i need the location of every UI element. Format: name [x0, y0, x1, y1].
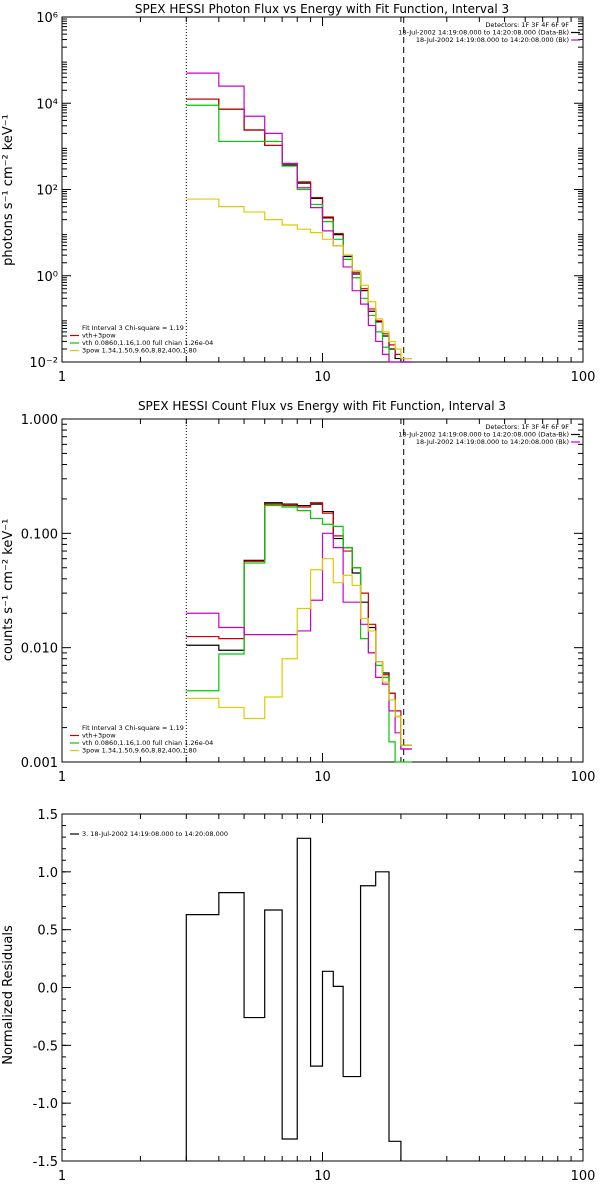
y-tick-label: 1.5 [37, 808, 58, 823]
legend-text: Fit Interval 3 Chi-square = 1.19 [82, 724, 184, 732]
y-tick-label: 0.100 [21, 527, 58, 542]
x-tick-label: 1 [58, 370, 66, 385]
legend-text: vth 0.0860,1.16,1.00 full chian 1.26e-04 [82, 339, 213, 347]
y-tick-label: -1.0 [33, 1097, 58, 1112]
y-tick-label: 1.000 [21, 413, 58, 428]
x-tick-label: 10 [314, 1169, 331, 1184]
series-line [185, 837, 402, 1161]
legend-text: vth 0.0860,1.16,1.00 full chian 1.26e-04 [82, 739, 213, 747]
plot-area: 1 10 100 0.001 0.010 0.100 1.000 Detectors: 1F … [21, 413, 596, 785]
series-line [186, 198, 412, 360]
panel-residuals: Normalized Residuals 1 10 100 1.5 1.0 0.5 0.0 -… [1, 808, 595, 1184]
y-axis-label: counts s⁻¹ cm⁻² keV⁻¹ [1, 519, 16, 662]
series-line [186, 504, 412, 763]
y-tick-label: 10² [36, 184, 58, 199]
legend-text: vth+3pow [82, 732, 116, 740]
y-tick-label: 10⁰ [36, 270, 58, 285]
x-tick-label: 1 [58, 770, 66, 785]
y-tick-label: 0.5 [37, 924, 58, 939]
series-line [186, 502, 412, 750]
header-text: 18-Jul-2002 14:19:08.000 to 14:20:08.000… [416, 438, 569, 446]
x-tick-label: 10 [314, 770, 331, 785]
x-tick-label: 100 [571, 370, 596, 385]
header-text: 18-Jul-2002 14:19:08.000 to 14:20:08.000… [398, 431, 569, 439]
y-tick-label: -0.5 [33, 1039, 58, 1054]
x-tick-label: 100 [571, 1169, 596, 1184]
header-text: Detectors: 1F 3F 4F 6F 9F [485, 423, 569, 431]
y-tick-label: 10⁻² [29, 356, 58, 371]
series-line [186, 104, 412, 363]
header-text: 18-Jul-2002 14:19:08.000 to 14:20:08.000… [398, 29, 569, 37]
y-tick-label: 0.0 [37, 982, 58, 997]
header-text: 18-Jul-2002 14:19:08.000 to 14:20:08.000… [416, 36, 569, 44]
legend-text: vth+3pow [82, 332, 116, 340]
panel-count-flux: SPEX HESSI Count Flux vs Energy with Fit… [1, 399, 595, 785]
legend-text: 3pow 1.34,1.50,9.60,8.82,400,1.80 [82, 347, 197, 355]
series-line [186, 532, 412, 750]
legend-text: Fit Interval 3 Chi-square = 1.19 [82, 324, 184, 332]
chart-title: SPEX HESSI Count Flux vs Energy with Fit… [138, 399, 506, 413]
y-axis-label: Normalized Residuals [1, 925, 16, 1065]
y-tick-label: 10⁴ [36, 97, 58, 112]
plot-area: 1 10 100 10⁻² 10⁰ 10² 10⁴ 10⁶ Detectors: 1F 3F 4… [29, 11, 595, 385]
series-line [186, 98, 412, 363]
legend-text: 3. 18-Jul-2002 14:19:08.000 to 14:20:08.… [82, 830, 228, 838]
panel-photon-flux: SPEX HESSI Photon Flux vs Energy with Fi… [1, 2, 595, 385]
chart-title: SPEX HESSI Photon Flux vs Energy with Fi… [135, 2, 509, 16]
y-axis-label: photons s⁻¹ cm⁻² keV⁻¹ [1, 114, 16, 266]
series-line [186, 558, 412, 746]
plot-frame [61, 16, 584, 363]
header-text: Detectors: 1F 3F 4F 6F 9F [485, 21, 569, 29]
y-tick-label: 1.0 [37, 866, 58, 881]
plot-area: 1 10 100 1.5 1.0 0.5 0.0 -0.5 -1.0 -1.5 3. 18-Jul-… [33, 808, 596, 1184]
legend-text: 3pow 1.34,1.50,9.60,8.82,400,1.80 [82, 747, 197, 755]
y-tick-label: -1.5 [33, 1155, 58, 1170]
x-tick-label: 1 [58, 1169, 66, 1184]
y-tick-label: 10⁶ [36, 11, 58, 26]
x-tick-label: 10 [314, 370, 331, 385]
y-tick-label: 0.001 [21, 756, 58, 771]
x-tick-label: 100 [571, 770, 596, 785]
y-tick-label: 0.010 [21, 642, 58, 657]
series-line [186, 502, 412, 746]
